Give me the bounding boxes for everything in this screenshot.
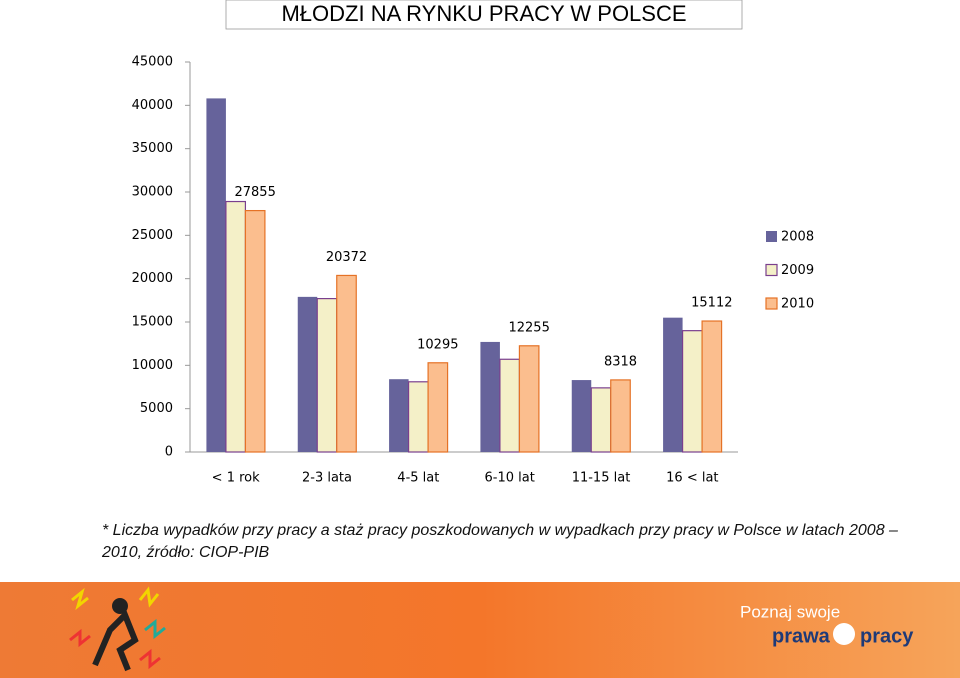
bar bbox=[316, 298, 338, 453]
data-label: 8318 bbox=[604, 354, 637, 369]
y-tick-label: 25000 bbox=[132, 228, 173, 243]
y-tick-label: 5000 bbox=[140, 401, 173, 416]
x-tick-label: 2-3 lata bbox=[302, 471, 352, 486]
footer-logo-figure bbox=[69, 586, 166, 672]
legend-swatch bbox=[766, 231, 777, 242]
bar bbox=[407, 381, 429, 453]
y-tick-label: 40000 bbox=[132, 98, 173, 113]
bar bbox=[499, 358, 521, 453]
bar bbox=[518, 345, 540, 453]
legend-label: 2008 bbox=[781, 230, 814, 245]
bar bbox=[336, 274, 357, 453]
bar bbox=[225, 200, 247, 453]
legend-label: 2010 bbox=[781, 297, 814, 312]
bar bbox=[427, 362, 449, 453]
y-tick-label: 0 bbox=[165, 445, 173, 460]
x-tick-label: 16 < lat bbox=[666, 471, 718, 486]
bar bbox=[297, 296, 318, 452]
y-tick-label: 45000 bbox=[132, 55, 173, 70]
caption: * Liczba wypadków przy pracy a staż prac… bbox=[102, 522, 898, 561]
bar bbox=[571, 380, 592, 452]
footer-banner bbox=[0, 582, 960, 678]
chart-title: MŁODZI NA RYNKU PRACY W POLSCE bbox=[281, 1, 686, 26]
data-label: 10295 bbox=[417, 337, 458, 352]
data-label: 12255 bbox=[508, 320, 549, 335]
footer-logo-left: prawa bbox=[772, 625, 831, 647]
legend-label: 2009 bbox=[781, 263, 814, 278]
bar bbox=[389, 379, 409, 452]
title-box bbox=[225, 0, 743, 30]
x-tick-label: 4-5 lat bbox=[397, 471, 439, 486]
bar bbox=[663, 317, 683, 452]
data-label: 15112 bbox=[691, 296, 732, 311]
data-label: 27855 bbox=[234, 185, 275, 200]
y-tick-label: 20000 bbox=[132, 271, 173, 286]
y-tick-label: 35000 bbox=[132, 141, 173, 156]
bar bbox=[681, 330, 703, 453]
footer-logo-right: pracy bbox=[860, 625, 914, 647]
y-tick-label: 10000 bbox=[132, 358, 173, 373]
bar bbox=[590, 387, 612, 453]
data-label: 20372 bbox=[326, 250, 367, 265]
x-tick-label: 11-15 lat bbox=[572, 471, 631, 486]
footer-tagline: Poznaj swoje bbox=[740, 602, 840, 621]
bar bbox=[244, 209, 266, 453]
y-tick-label: 15000 bbox=[132, 315, 173, 330]
y-tick-label: 30000 bbox=[132, 185, 173, 200]
bar bbox=[206, 98, 226, 453]
bar bbox=[701, 320, 723, 453]
x-tick-label: < 1 rok bbox=[212, 471, 260, 486]
bar bbox=[610, 379, 631, 453]
x-tick-label: 6-10 lat bbox=[485, 471, 535, 486]
legend-swatch bbox=[765, 263, 778, 277]
legend-swatch bbox=[765, 297, 778, 310]
footer-logo-bulb bbox=[833, 623, 855, 645]
bar bbox=[480, 341, 500, 452]
